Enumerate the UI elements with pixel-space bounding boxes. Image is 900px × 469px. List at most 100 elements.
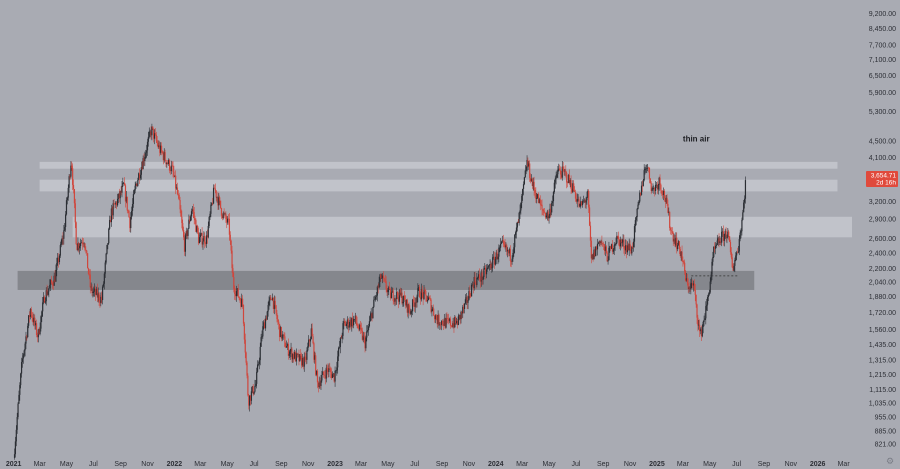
- candle-body: [523, 177, 526, 185]
- candle-body: [545, 215, 548, 218]
- x-tick-label: 2025: [649, 461, 665, 468]
- candle-body: [576, 199, 578, 202]
- candle-body: [645, 168, 647, 170]
- candle-body: [135, 183, 137, 186]
- candle-body: [428, 296, 430, 298]
- candle-body: [427, 296, 430, 301]
- candle-body: [312, 336, 314, 344]
- candle-body: [82, 243, 84, 245]
- candle-body: [99, 300, 101, 303]
- candle-body: [478, 274, 480, 278]
- candle-body: [510, 261, 512, 262]
- candle-body: [452, 323, 454, 327]
- candle-body: [426, 295, 428, 302]
- candle-body: [290, 348, 292, 352]
- candle-body: [330, 369, 332, 373]
- candle-body: [700, 329, 703, 337]
- candle-body: [589, 225, 592, 241]
- x-tick-label: Mar: [194, 461, 207, 468]
- candle-body: [247, 375, 249, 396]
- candle-body: [641, 185, 644, 187]
- candle-body: [371, 313, 373, 319]
- candle-body: [18, 394, 20, 404]
- y-tick-label: 955.00: [875, 415, 897, 422]
- last-price-countdown: 2d 16h: [876, 179, 896, 186]
- candle-body: [617, 235, 619, 237]
- candle-body: [367, 326, 370, 331]
- candle-body: [485, 267, 487, 275]
- candle-body: [265, 318, 267, 320]
- candle-body: [96, 288, 98, 298]
- candle-body: [278, 324, 281, 338]
- candle-body: [142, 158, 144, 170]
- candle-body: [534, 189, 536, 193]
- candle-body: [94, 288, 97, 295]
- candle-body: [365, 337, 367, 349]
- candle-body: [723, 233, 725, 241]
- candle-body: [518, 212, 520, 224]
- candle-body: [151, 126, 153, 136]
- candle-body: [742, 212, 744, 220]
- candle-body: [665, 197, 667, 202]
- candle-body: [202, 241, 204, 245]
- candle-body: [569, 180, 571, 184]
- candle-body: [743, 202, 745, 213]
- candle-body: [44, 301, 46, 303]
- candle-body: [551, 201, 554, 204]
- candle-body: [722, 231, 725, 241]
- candle-body: [739, 232, 741, 240]
- candle-body: [127, 210, 129, 212]
- gear-icon[interactable]: ⚙: [886, 457, 894, 467]
- candle-body: [100, 296, 102, 303]
- candle-body: [369, 316, 371, 322]
- candle-body: [438, 314, 440, 325]
- candle-body: [424, 289, 426, 291]
- candle-body: [694, 289, 696, 295]
- candle-body: [520, 203, 522, 211]
- candle-body: [325, 367, 327, 379]
- candle-body: [744, 180, 747, 199]
- candle-body: [374, 299, 376, 301]
- candle-body: [550, 208, 552, 213]
- candle-body: [659, 177, 661, 185]
- candle-body: [475, 282, 477, 286]
- candle-body: [519, 210, 521, 213]
- candle-body: [294, 352, 297, 362]
- candle-body: [131, 210, 133, 218]
- x-tick-label: Nov: [463, 461, 476, 468]
- candle-body: [275, 305, 277, 314]
- candle-body: [94, 288, 96, 291]
- x-axis[interactable]: 2021 Mar May Jul Sep Nov 2022 Mar May Jul Sep Nov 20…: [6, 461, 850, 468]
- candle-body: [377, 286, 379, 288]
- candle-body: [286, 343, 289, 347]
- candle-body: [264, 318, 267, 329]
- candle-body: [186, 231, 188, 236]
- y-tick-label: 5,300.00: [869, 109, 896, 116]
- candle-body: [554, 178, 556, 183]
- candle-body: [562, 166, 564, 169]
- candle-body: [136, 183, 138, 186]
- candle-body: [298, 354, 300, 362]
- candle-body: [23, 350, 25, 356]
- candle-body: [399, 290, 401, 296]
- y-tick-label: 885.00: [875, 428, 897, 435]
- candle-body: [224, 213, 226, 215]
- candle-body: [434, 315, 437, 320]
- candle-body: [623, 239, 625, 249]
- candle-body: [283, 334, 285, 337]
- candle-body: [613, 245, 615, 250]
- candle-body: [242, 304, 245, 324]
- y-axis[interactable]: 821.00 885.00 955.00 1,035.00 1,115.00 1,215.…: [866, 11, 898, 449]
- candle-body: [459, 314, 461, 320]
- candle-body: [229, 234, 231, 241]
- candle-body: [553, 182, 555, 193]
- candle-body: [720, 241, 722, 243]
- candle-body: [709, 281, 711, 293]
- candle-body: [393, 300, 395, 302]
- candle-body: [561, 166, 563, 178]
- candle-body: [349, 319, 351, 326]
- candle-body: [242, 298, 244, 305]
- candle-body: [250, 391, 253, 401]
- candle-body: [517, 221, 519, 224]
